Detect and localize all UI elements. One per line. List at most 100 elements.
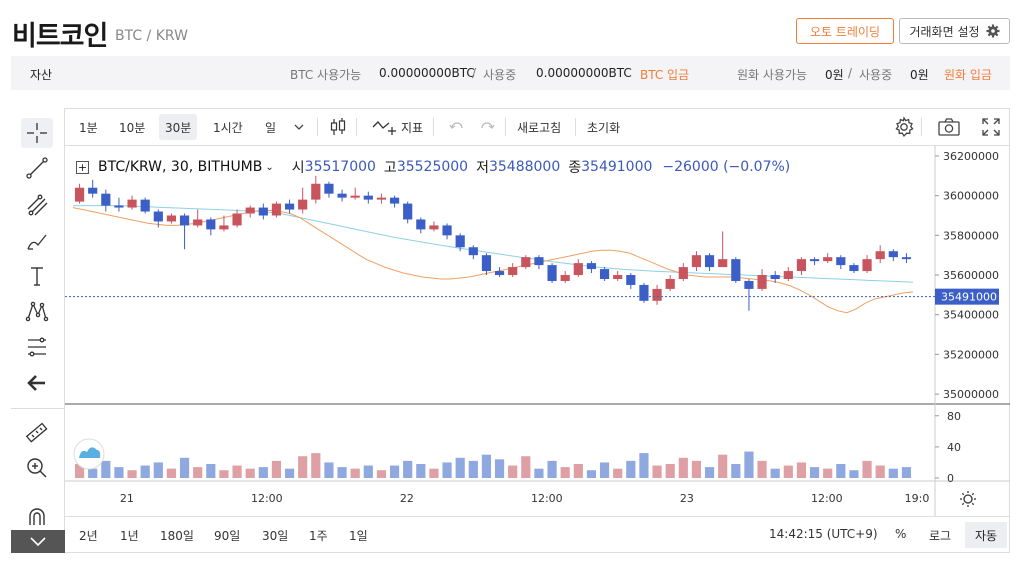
- brush-icon: [27, 234, 47, 250]
- volume-bar: [442, 462, 452, 478]
- symbol-label[interactable]: BTC/KRW, 30, BITHUMB: [98, 159, 263, 175]
- range-90d[interactable]: 90일: [214, 529, 241, 543]
- range-1y[interactable]: 1년: [120, 529, 139, 543]
- toolbar-divider: [11, 408, 65, 409]
- volume-bar: [823, 468, 833, 478]
- range-1w[interactable]: 1주: [309, 529, 328, 543]
- volume-bar: [560, 467, 570, 478]
- candle-body: [350, 195, 360, 198]
- candle-body: [337, 193, 347, 198]
- candle-body: [626, 275, 636, 285]
- close-value: 35491000: [581, 159, 653, 175]
- candle-body: [796, 259, 807, 272]
- interval-1h[interactable]: 1시간: [213, 120, 243, 135]
- volume-bar: [206, 464, 216, 478]
- volume-bar: [731, 464, 741, 478]
- clock[interactable]: 14:42:15 (UTC+9): [769, 527, 878, 541]
- compare-plus-icon[interactable]: +: [76, 160, 89, 174]
- chart-settings-button[interactable]: [887, 114, 921, 140]
- volume-bar: [757, 460, 767, 478]
- volume-bar: [494, 459, 505, 478]
- toolbar-divider: [575, 118, 576, 136]
- chart-type-button[interactable]: [323, 114, 353, 140]
- refresh-button[interactable]: 새로고침: [517, 120, 562, 135]
- chevron-down-icon[interactable]: ⌄: [265, 161, 274, 173]
- btc-available-label: BTC 사용가능: [290, 68, 362, 82]
- candle-body: [179, 215, 190, 226]
- candle-body: [88, 187, 98, 194]
- interval-dropdown[interactable]: [287, 114, 311, 140]
- fib-retracement-icon: [28, 337, 46, 357]
- volume-bar: [862, 460, 872, 478]
- candle-body: [101, 193, 111, 206]
- text-tool[interactable]: [21, 261, 53, 291]
- candle-body: [862, 259, 872, 272]
- zoom-in-tool[interactable]: [21, 453, 53, 483]
- btc-deposit-link[interactable]: BTC 입금: [640, 68, 690, 82]
- percent-scale-button[interactable]: %: [895, 527, 907, 541]
- candle-body: [691, 255, 702, 268]
- log-scale-button[interactable]: 로그: [929, 529, 952, 543]
- candle-body: [521, 257, 531, 268]
- magnet-icon: [29, 508, 45, 525]
- candle-body: [573, 263, 583, 276]
- undo-button[interactable]: [443, 114, 471, 140]
- candle-body: [271, 203, 282, 216]
- interval-1m[interactable]: 1분: [79, 120, 98, 135]
- candle-body: [468, 247, 478, 256]
- interval-day[interactable]: 일: [265, 120, 277, 135]
- candle-body: [757, 275, 767, 289]
- trend-line-tool[interactable]: [21, 153, 53, 183]
- volume-bar: [836, 464, 846, 478]
- range-30d[interactable]: 30일: [262, 529, 289, 543]
- volume-bar: [783, 465, 793, 478]
- volume-bar: [193, 467, 203, 478]
- krw-in-use-label: 사용중: [859, 68, 893, 82]
- pattern-tool[interactable]: [21, 296, 53, 326]
- auto-trading-button[interactable]: 오토 트레이딩: [796, 18, 894, 44]
- collapse-toolbar-button[interactable]: [11, 530, 65, 553]
- fullscreen-button[interactable]: [975, 114, 1007, 140]
- brush-tool[interactable]: [21, 226, 53, 256]
- interval-30m[interactable]: 30분: [159, 114, 198, 140]
- krw-deposit-link[interactable]: 원화 입금: [944, 68, 992, 82]
- pitchfork-tool[interactable]: [21, 190, 53, 220]
- candle-body: [376, 197, 387, 200]
- volume-bar: [888, 468, 898, 478]
- undo-icon: [449, 122, 463, 129]
- interval-10m[interactable]: 10분: [119, 120, 146, 135]
- candle-body: [416, 219, 426, 230]
- price-tick-label: 35600000: [943, 269, 999, 282]
- back-tool[interactable]: [21, 368, 53, 398]
- crosshair-icon: [27, 123, 47, 143]
- arrow-left-icon: [27, 375, 45, 391]
- snapshot-button[interactable]: [931, 114, 967, 140]
- candle-body: [284, 203, 295, 210]
- volume-bar: [691, 460, 702, 478]
- volume-bar: [573, 464, 583, 478]
- reset-button[interactable]: 초기화: [587, 120, 621, 135]
- volume-bar: [88, 468, 98, 478]
- volume-bar: [626, 460, 636, 478]
- indicator-button[interactable]: 지표: [365, 114, 429, 140]
- volume-bar: [324, 462, 334, 478]
- candle-body: [403, 203, 413, 220]
- toolbar-divider: [433, 118, 434, 136]
- range-1d[interactable]: 1일: [349, 529, 368, 543]
- magnet-tool[interactable]: [21, 502, 53, 532]
- measure-tool[interactable]: [21, 332, 53, 362]
- indicator-icon: [372, 121, 396, 135]
- candle-body: [534, 257, 544, 266]
- candle-body: [494, 271, 505, 276]
- redo-button[interactable]: [473, 114, 501, 140]
- volume-bar: [639, 453, 649, 478]
- crosshair-tool[interactable]: [21, 118, 53, 148]
- volume-bar: [547, 460, 557, 478]
- range-180d[interactable]: 180일: [160, 529, 194, 543]
- volume-bar: [875, 465, 885, 478]
- price-chart[interactable]: 35491000 36200000 36000000 35800000 35600000…: [65, 146, 1010, 516]
- auto-scale-button[interactable]: 자동: [965, 522, 1007, 548]
- range-2y[interactable]: 2년: [79, 529, 98, 543]
- ruler-tool[interactable]: [21, 418, 53, 448]
- screen-settings-button[interactable]: 거래화면 설정: [899, 18, 1010, 44]
